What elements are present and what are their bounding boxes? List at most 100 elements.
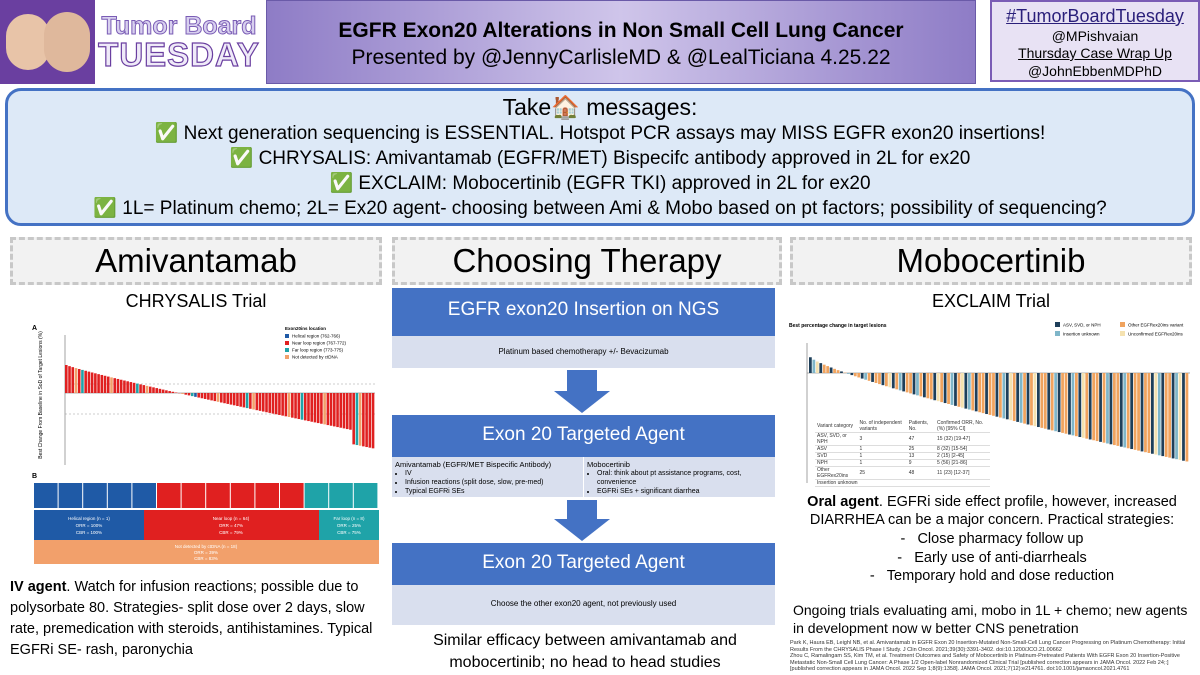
table-cell: ASV, SVD, or NPH — [815, 432, 858, 446]
step-title: EGFR exon20 Insertion on NGS — [392, 288, 775, 336]
illustration-bar — [961, 373, 964, 408]
illustration-bar — [287, 393, 291, 418]
table-header: Variant category — [815, 420, 858, 433]
illustration-bar — [297, 393, 301, 420]
residue-box — [230, 483, 255, 508]
legend-item: Not detected by ctDNA — [292, 355, 338, 360]
illustration-bar — [190, 393, 194, 397]
illustration-bar — [905, 373, 909, 393]
illustration-bar — [65, 365, 68, 393]
illustration-bar — [1061, 373, 1064, 433]
illustration-bar — [912, 373, 916, 395]
residue-box — [353, 483, 378, 508]
illustration-bar — [1005, 373, 1009, 420]
panel-label: B — [32, 473, 37, 480]
option-name: Amivantamab (EGFR/MET Bispecific Antibod… — [395, 460, 552, 469]
illustration-bar — [1088, 373, 1092, 440]
illustration-bar — [943, 373, 947, 404]
waterfall — [65, 365, 375, 449]
illustration-bar — [902, 373, 906, 392]
illustration-bar — [1012, 373, 1016, 422]
region-label: ORR = 25% — [337, 523, 361, 528]
residue-box — [132, 483, 156, 508]
table-cell: 25 — [906, 445, 936, 453]
legend-swatch — [1120, 322, 1125, 327]
illustration-bar — [1047, 373, 1051, 430]
table-cell: Insertion unknown — [815, 479, 990, 487]
illustration-bar — [368, 393, 372, 448]
illustration-bar — [999, 373, 1002, 418]
arrow-shaft — [567, 500, 597, 520]
legend-item: Insertion unknown — [1063, 332, 1100, 337]
logo: Tumor Board TUESDAY — [95, 0, 263, 84]
illustration-bar — [822, 364, 826, 373]
option-bullet: Oral: think about pt assistance programs… — [597, 469, 773, 487]
illustration-bar — [1078, 373, 1082, 438]
illustration-bar — [187, 393, 191, 396]
illustration-bar — [90, 372, 94, 393]
illustration-bar — [213, 393, 217, 402]
illustration-bar — [139, 384, 142, 393]
illustration-bar — [303, 393, 307, 421]
region-box — [144, 510, 319, 540]
table-cell: ASV — [815, 445, 858, 453]
illustration-bar — [867, 373, 871, 381]
table-cell: 11 (23) [12-37] — [935, 466, 990, 480]
illustration-bar — [857, 373, 861, 378]
illustration-bar — [119, 379, 123, 393]
references: Park K, Haura EB, Leighl NB, et al. Amiv… — [790, 640, 1195, 673]
illustration-bar — [967, 373, 971, 410]
illustration-bar — [1133, 373, 1137, 450]
illustration-bar — [371, 393, 375, 449]
strategy: - Early use of anti-diarrheals — [897, 549, 1087, 566]
illustration-bar — [1095, 373, 1099, 442]
illustration-bar — [885, 373, 888, 387]
illustration-bar — [155, 388, 158, 393]
left-note: IV agent. Watch for infusion reactions; … — [10, 577, 385, 661]
illustration-bar — [268, 393, 272, 413]
illustration-bar — [132, 382, 136, 393]
illustration-bar — [1068, 373, 1071, 435]
region-label: CBR = 100% — [76, 530, 102, 535]
illustration-bar — [242, 393, 246, 408]
illustration-bar — [971, 373, 975, 411]
illustration-bar — [864, 373, 868, 380]
option-bullet: EGFRi SEs + significant diarrhea — [597, 487, 773, 496]
column-heading: Amivantamab — [10, 237, 382, 285]
option-bullet: IV — [405, 469, 580, 478]
illustration-bar — [94, 373, 97, 393]
residue-box — [181, 483, 206, 508]
title-box: EGFR Exon20 Alterations in Non Small Cel… — [266, 0, 976, 84]
illustration-bar — [249, 393, 252, 409]
take-home-heading: Take🏠 messages: — [502, 94, 698, 120]
residue-box — [255, 483, 279, 508]
illustration-bar — [1106, 373, 1109, 444]
illustration-bar — [158, 388, 162, 393]
column-heading: Mobocertinib — [790, 237, 1192, 285]
illustration-bar — [1171, 373, 1175, 459]
illustration-bar — [947, 373, 950, 404]
legend-item: Unconfirmed EGFRex20ins — [1128, 332, 1184, 337]
strategy: - Close pharmacy follow up — [900, 531, 1084, 547]
illustration-bar — [1126, 373, 1130, 449]
region-label: CBR = 83% — [194, 556, 218, 561]
illustration-bar — [836, 370, 840, 373]
illustration-bar — [957, 373, 961, 407]
legend-item: Other EGFRex20ins variant — [1128, 323, 1184, 328]
illustration-bar — [950, 373, 954, 405]
illustration-bar — [106, 376, 110, 393]
legend-swatch — [1120, 331, 1125, 336]
illustration-bar — [829, 367, 833, 373]
illustration-bar — [333, 393, 336, 427]
illustration-bar — [1116, 373, 1120, 446]
illustration-bar — [1064, 373, 1068, 434]
legend-item: Near loop region (767-772) — [292, 341, 347, 346]
logo-line1: Tumor Board — [101, 12, 257, 41]
illustration-bar — [1164, 373, 1168, 457]
region-box — [34, 540, 379, 564]
illustration-bar — [336, 393, 339, 428]
illustration-bar — [1147, 373, 1151, 453]
residue-box — [304, 483, 329, 508]
illustration-bar — [197, 393, 200, 398]
illustration-bar — [1102, 373, 1106, 443]
